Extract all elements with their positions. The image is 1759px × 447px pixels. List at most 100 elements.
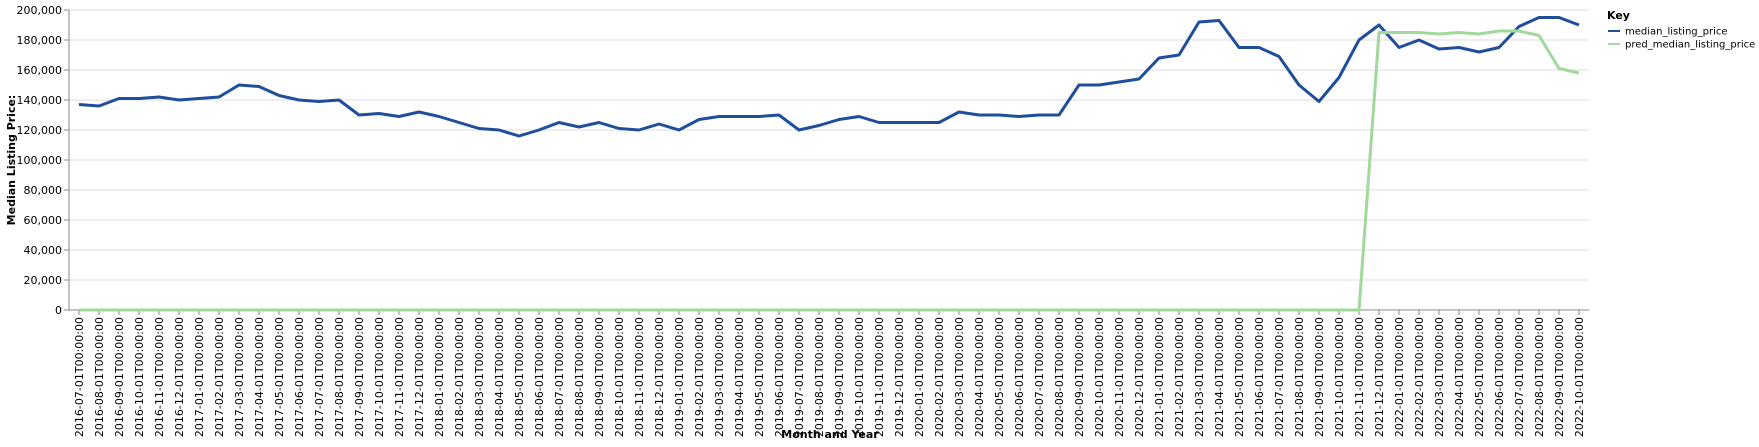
x-tick-label: 2020-12-01T00:00:00 [1133,317,1146,437]
x-tick-label: 2021-06-01T00:00:00 [1253,317,1266,437]
x-tick-label: 2021-10-01T00:00:00 [1333,317,1346,437]
x-tick-label: 2020-02-01T00:00:00 [933,317,946,437]
y-tick-label: 140,000 [17,94,63,107]
x-tick-label: 2022-10-01T00:00:00 [1573,317,1586,437]
x-tick-label: 2020-04-01T00:00:00 [973,317,986,437]
x-tick-label: 2019-01-01T00:00:00 [673,317,686,437]
x-axis-title: Month and Year [781,428,879,441]
x-tick-label: 2020-09-01T00:00:00 [1073,317,1086,437]
x-tick-label: 2016-08-01T00:00:00 [93,317,106,437]
x-tick-label: 2021-01-01T00:00:00 [1153,317,1166,437]
x-tick-label: 2020-07-01T00:00:00 [1033,317,1046,437]
x-tick-label: 2020-06-01T00:00:00 [1013,317,1026,437]
x-tick-label: 2020-11-01T00:00:00 [1113,317,1126,437]
x-tick-label: 2021-11-01T00:00:00 [1353,317,1366,437]
y-tick-label: 0 [55,304,62,317]
x-tick-label: 2019-05-01T00:00:00 [753,317,766,437]
x-tick-label: 2019-06-01T00:00:00 [773,317,786,437]
x-tick-label: 2018-09-01T00:00:00 [593,317,606,437]
y-tick-label: 120,000 [17,124,63,137]
x-tick-label: 2021-04-01T00:00:00 [1213,317,1226,437]
series-lines [78,16,1580,312]
x-tick-label: 2018-11-01T00:00:00 [633,317,646,437]
x-tick-label: 2018-07-01T00:00:00 [553,317,566,437]
x-tick-label: 2016-11-01T00:00:00 [153,317,166,437]
x-tick-label: 2020-05-01T00:00:00 [993,317,1006,437]
x-tick-label: 2022-06-01T00:00:00 [1493,317,1506,437]
legend: Key median_listing_price pred_median_list… [1607,9,1755,51]
x-tick-label: 2018-10-01T00:00:00 [613,317,626,437]
x-tick-label: 2019-04-01T00:00:00 [733,317,746,437]
x-tick-label: 2020-03-01T00:00:00 [953,317,966,437]
x-tick-label: 2016-09-01T00:00:00 [113,317,126,437]
x-tick-label: 2022-05-01T00:00:00 [1473,317,1486,437]
x-tick-label: 2019-02-01T00:00:00 [693,317,706,437]
x-tick-label: 2019-10-01T00:00:00 [853,317,866,437]
x-tick-label: 2019-08-01T00:00:00 [813,317,826,437]
y-axis-title: Median Listing Price: [5,95,18,226]
y-tick-label: 180,000 [17,34,63,47]
legend-label: median_listing_price [1625,27,1728,38]
x-tick-label: 2019-09-01T00:00:00 [833,317,846,437]
x-tick-label: 2018-06-01T00:00:00 [533,317,546,437]
y-tick-label: 20,000 [24,274,63,287]
x-tick-label: 2018-04-01T00:00:00 [493,317,506,437]
x-tick-label: 2017-04-01T00:00:00 [253,317,266,437]
y-tick-label: 40,000 [24,244,63,257]
x-tick-label: 2017-05-01T00:00:00 [273,317,286,437]
x-tick-label: 2021-07-01T00:00:00 [1273,317,1286,437]
x-tick-label: 2018-08-01T00:00:00 [573,317,586,437]
x-tick-label: 2017-09-01T00:00:00 [353,317,366,437]
x-tick-label: 2017-10-01T00:00:00 [373,317,386,437]
x-tick-label: 2021-08-01T00:00:00 [1293,317,1306,437]
x-tick-label: 2022-02-01T00:00:00 [1413,317,1426,437]
x-tick-label: 2019-12-01T00:00:00 [893,317,906,437]
x-tick-label: 2021-12-01T00:00:00 [1373,317,1386,437]
x-tick-label: 2017-01-01T00:00:00 [193,317,206,437]
x-axis-ticks: 2016-07-01T00:00:00 2016-08-01T00:00:00 20… [73,310,1586,437]
x-tick-label: 2020-08-01T00:00:00 [1053,317,1066,437]
y-axis-ticks: 0 20,000 40,000 60,000 80,000 100,000 120,000 1… [17,4,69,317]
x-tick-label: 2018-02-01T00:00:00 [453,317,466,437]
x-tick-label: 2018-01-01T00:00:00 [433,317,446,437]
legend-title: Key [1607,9,1630,22]
x-tick-label: 2022-08-01T00:00:00 [1533,317,1546,437]
x-tick-label: 2022-09-01T00:00:00 [1553,317,1566,437]
x-tick-label: 2016-12-01T00:00:00 [173,317,186,437]
x-tick-label: 2021-02-01T00:00:00 [1173,317,1186,437]
x-tick-label: 2017-06-01T00:00:00 [293,317,306,437]
x-tick-label: 2017-08-01T00:00:00 [333,317,346,437]
x-tick-label: 2022-03-01T00:00:00 [1433,317,1446,437]
x-tick-label: 2017-07-01T00:00:00 [313,317,326,437]
x-tick-label: 2021-03-01T00:00:00 [1193,317,1206,437]
x-tick-label: 2018-05-01T00:00:00 [513,317,526,437]
y-gridlines [69,9,1589,311]
legend-label: pred_median_listing_price [1625,40,1755,51]
x-tick-label: 2018-12-01T00:00:00 [653,317,666,437]
x-tick-label: 2019-07-01T00:00:00 [793,317,806,437]
x-tick-label: 2019-11-01T00:00:00 [873,317,886,437]
y-tick-label: 100,000 [17,154,63,167]
x-tick-label: 2018-03-01T00:00:00 [473,317,486,437]
series-line-median_listing_price [78,16,1580,138]
y-tick-label: 200,000 [17,4,63,17]
x-tick-label: 2021-09-01T00:00:00 [1313,317,1326,437]
x-tick-label: 2021-05-01T00:00:00 [1233,317,1246,437]
x-tick-label: 2016-07-01T00:00:00 [73,317,86,437]
x-tick-label: 2019-03-01T00:00:00 [713,317,726,437]
x-tick-label: 2022-01-01T00:00:00 [1393,317,1406,437]
series-line-pred_median_listing_price [79,29,1580,312]
y-tick-label: 80,000 [24,184,63,197]
y-tick-label: 160,000 [17,64,63,77]
x-tick-label: 2017-02-01T00:00:00 [213,317,226,437]
x-tick-label: 2020-10-01T00:00:00 [1093,317,1106,437]
x-tick-label: 2017-03-01T00:00:00 [233,317,246,437]
y-tick-label: 60,000 [24,214,63,227]
x-tick-label: 2017-11-01T00:00:00 [393,317,406,437]
x-tick-label: 2022-07-01T00:00:00 [1513,317,1526,437]
x-tick-label: 2022-04-01T00:00:00 [1453,317,1466,437]
x-tick-label: 2017-12-01T00:00:00 [413,317,426,437]
x-tick-label: 2020-01-01T00:00:00 [913,317,926,437]
x-tick-label: 2016-10-01T00:00:00 [133,317,146,437]
